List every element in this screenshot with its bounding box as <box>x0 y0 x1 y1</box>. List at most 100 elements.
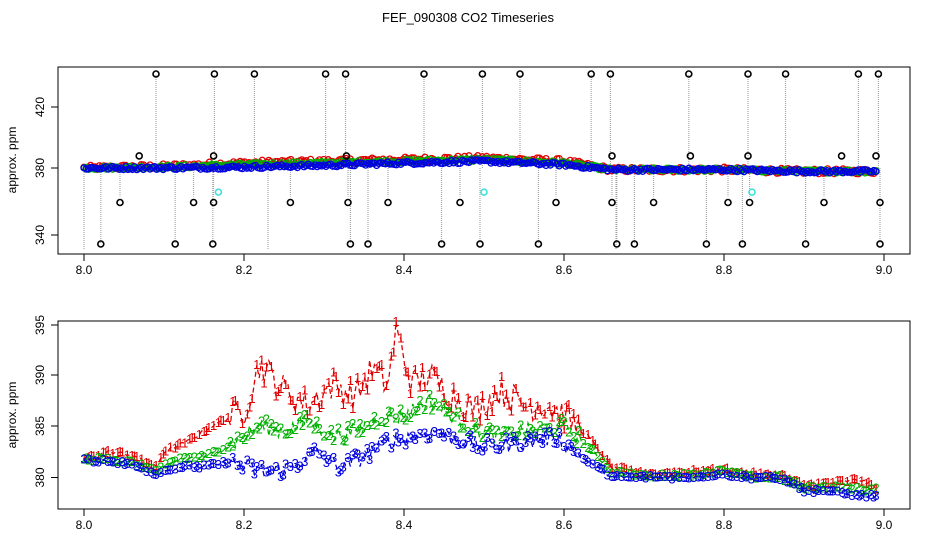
series-marker-2: 2 <box>824 480 831 495</box>
data-point <box>872 167 880 176</box>
data-point <box>500 159 508 167</box>
outlier-point <box>516 70 524 78</box>
series-marker-1: 1 <box>304 407 311 422</box>
outlier-point <box>97 240 105 248</box>
series-marker-1: 1 <box>580 426 587 441</box>
series-marker-3: 3 <box>388 440 395 455</box>
series-marker-3: 3 <box>450 428 457 443</box>
series-marker-3: 3 <box>757 470 764 485</box>
series-marker-3: 3 <box>167 462 174 477</box>
data-point <box>238 164 247 173</box>
series-marker-2: 2 <box>349 416 356 431</box>
series-marker-3: 3 <box>239 462 246 477</box>
series-marker-1: 1 <box>762 467 769 482</box>
series-marker-3: 3 <box>769 470 776 485</box>
series-marker-1: 1 <box>217 413 224 428</box>
series-marker-3: 3 <box>380 432 387 447</box>
outlier-point <box>744 152 752 160</box>
series-marker-3: 3 <box>325 452 332 467</box>
series-marker-2: 2 <box>767 470 774 485</box>
series-marker-1: 1 <box>205 420 212 435</box>
series-marker-1: 1 <box>779 467 786 482</box>
series-marker-1: 1 <box>820 475 827 490</box>
series-marker-1: 1 <box>748 468 755 483</box>
series-marker-3: 3 <box>805 483 812 498</box>
series-marker-1: 1 <box>152 458 159 473</box>
series-marker-2: 2 <box>700 467 707 482</box>
series-marker-2: 2 <box>608 465 615 480</box>
series-marker-1: 1 <box>436 379 443 394</box>
series-marker-3: 3 <box>90 455 97 470</box>
series-marker-2: 2 <box>316 421 323 436</box>
series-marker-3: 3 <box>522 435 529 450</box>
series-marker-3: 3 <box>685 471 692 486</box>
series-marker-3: 3 <box>364 441 371 456</box>
series-marker-2: 2 <box>392 411 399 426</box>
data-point <box>636 165 645 173</box>
data-point <box>185 163 194 171</box>
series-marker-1: 1 <box>618 460 625 475</box>
series-marker-1: 1 <box>210 418 217 433</box>
series-marker-3: 3 <box>575 446 582 461</box>
series-marker-2: 2 <box>676 469 683 484</box>
bottom-y-tick-label: 385 <box>33 416 47 436</box>
series-marker-3: 3 <box>210 456 217 471</box>
series-marker-2: 2 <box>565 425 572 440</box>
series-marker-1: 1 <box>200 424 207 439</box>
top-x-tick-label: 8.6 <box>556 263 573 277</box>
series-marker-1: 1 <box>448 401 455 416</box>
series-marker-2: 2 <box>860 483 867 498</box>
series-marker-2: 2 <box>133 458 140 473</box>
outlier-point <box>420 70 428 78</box>
series-marker-3: 3 <box>752 469 759 484</box>
series-marker-1: 1 <box>498 369 505 384</box>
data-point <box>337 161 346 170</box>
series-marker-3: 3 <box>772 471 779 486</box>
series-marker-2: 2 <box>757 470 764 485</box>
series-marker-1: 1 <box>248 391 255 406</box>
data-point <box>328 162 337 170</box>
series-marker-1: 1 <box>244 407 251 422</box>
series-marker-2: 2 <box>719 463 726 478</box>
series-marker-1: 1 <box>551 402 558 417</box>
series-marker-2: 2 <box>868 482 875 497</box>
series-marker-2: 2 <box>368 417 375 432</box>
series-marker-3: 3 <box>632 470 639 485</box>
series-marker-3: 3 <box>848 488 855 503</box>
series-marker-1: 1 <box>649 466 656 481</box>
series-marker-3: 3 <box>253 459 260 474</box>
series-marker-3: 3 <box>186 458 193 473</box>
bottom-x-tick-label: 8.4 <box>396 518 413 532</box>
series-marker-3: 3 <box>193 458 200 473</box>
series-marker-2: 2 <box>436 399 443 414</box>
series-marker-3: 3 <box>724 467 731 482</box>
series-marker-1: 1 <box>800 477 807 492</box>
series-marker-1: 1 <box>491 382 498 397</box>
series-marker-1: 1 <box>90 449 97 464</box>
series-marker-3: 3 <box>440 429 447 444</box>
series-marker-1: 1 <box>700 463 707 478</box>
series-marker-1: 1 <box>282 377 289 392</box>
series-marker-2: 2 <box>388 405 395 420</box>
series-marker-3: 3 <box>733 469 740 484</box>
series-marker-2: 2 <box>594 449 601 464</box>
top-x-tick-label: 8.8 <box>716 263 733 277</box>
series-marker-1: 1 <box>116 444 123 459</box>
series-marker-1: 1 <box>493 389 500 404</box>
series-marker-1: 1 <box>383 378 390 393</box>
series-marker-3: 3 <box>306 445 313 460</box>
series-marker-3: 3 <box>647 468 654 483</box>
series-marker-1: 1 <box>738 465 745 480</box>
series-marker-1: 1 <box>402 364 409 379</box>
series-marker-1: 1 <box>704 463 711 478</box>
series-marker-2: 2 <box>397 402 404 417</box>
series-marker-1: 1 <box>791 473 798 488</box>
series-marker-2: 2 <box>724 465 731 480</box>
series-marker-2: 2 <box>426 387 433 402</box>
series-marker-1: 1 <box>508 404 515 419</box>
series-marker-3: 3 <box>541 424 548 439</box>
series-marker-1: 1 <box>421 379 428 394</box>
series-marker-2: 2 <box>503 423 510 438</box>
series-marker-1: 1 <box>534 398 541 413</box>
series-marker-3: 3 <box>150 466 157 481</box>
